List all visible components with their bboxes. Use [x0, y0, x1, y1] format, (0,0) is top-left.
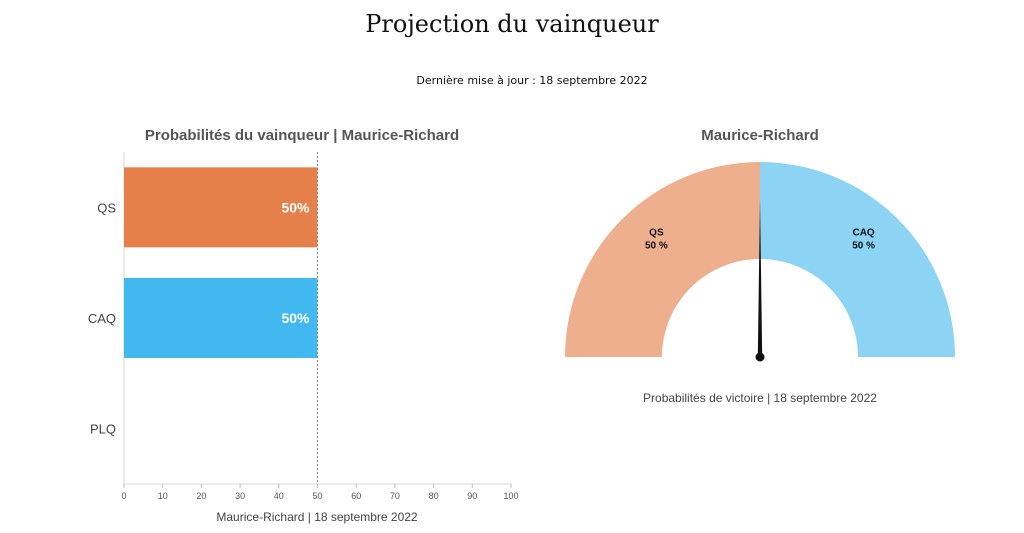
bar-data-label: 50%	[281, 199, 310, 215]
bar-data-label: 50%	[281, 310, 310, 326]
bar-x-tick-label: 50	[312, 491, 322, 501]
bar-category-label: CAQ	[88, 311, 116, 326]
bar-x-tick-label: 0	[121, 491, 126, 501]
bar-x-tick-label: 80	[429, 491, 439, 501]
bar-category-label: QS	[97, 200, 116, 215]
last-updated-text: Dernière mise à jour : 18 septembre 2022	[416, 74, 648, 87]
bar-x-tick-label: 70	[390, 491, 400, 501]
bar-caq	[124, 278, 318, 358]
bar-x-tick-label: 40	[274, 491, 284, 501]
bar-x-tick-label: 20	[196, 491, 206, 501]
bar-chart-title: Probabilités du vainqueur | Maurice-Rich…	[145, 127, 459, 144]
bar-x-tick-label: 10	[158, 491, 168, 501]
bar-x-tick-label: 30	[235, 491, 245, 501]
page-title: Projection du vainqueur	[365, 10, 659, 38]
bar-x-tick-label: 90	[467, 491, 477, 501]
bar-chart-plot-area: QS 50% CAQ 50% PLQ 0 10 20 30 40 50 60 70 80 90 100	[88, 152, 519, 501]
bar-x-tick-label: 60	[351, 491, 361, 501]
bar-category-label: PLQ	[90, 422, 116, 437]
bar-x-tick-label: 100	[503, 491, 518, 501]
bar-chart-x-axis-label: Maurice-Richard | 18 septembre 2022	[216, 510, 418, 524]
bar-qs	[124, 167, 318, 248]
